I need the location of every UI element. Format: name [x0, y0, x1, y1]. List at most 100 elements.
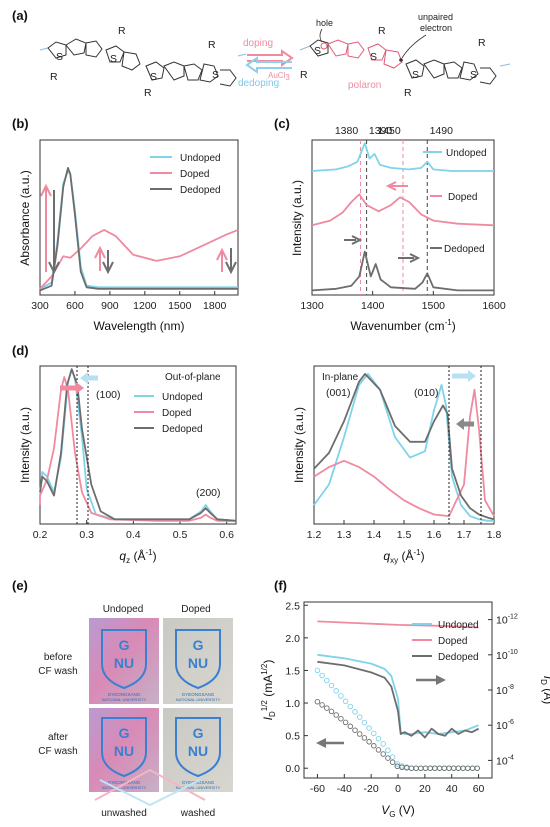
d-right-line-doped [313, 388, 495, 517]
shift-arrows-c [344, 181, 421, 263]
x-ticks-d-left: 0.2 0.3 0.4 0.5 0.6 [33, 520, 234, 541]
f-point-dedoped [371, 743, 377, 749]
x-axis-label-b: Wavelength (nm) [94, 319, 185, 333]
axis-labels-b: Wavelength (nm) Absorbance (a.u.) [18, 170, 184, 333]
logo-4-nu: NU [188, 743, 208, 759]
panel-b-label: (b) [12, 116, 29, 131]
d-left-xtick-label: 0.3 [79, 529, 94, 541]
axis-labels-c: Wavenumber (cm-1) Intensity (a.u.) [290, 180, 456, 333]
f-point-undoped [324, 677, 330, 684]
b-line-doped [39, 228, 239, 290]
c-line-undoped [311, 142, 494, 172]
atom-s-4: S [212, 69, 219, 81]
atom-r-3: R [144, 87, 152, 99]
polaron-label: polaron [348, 80, 381, 91]
f-point-undoped [394, 761, 401, 767]
legend-label-undoped-f: Undoped [438, 620, 479, 631]
f-point-dedoped [380, 751, 386, 757]
f-point-undoped [385, 747, 391, 754]
d-right-line-dedoped [313, 372, 495, 521]
f-ytick-label: 2.5 [285, 600, 300, 612]
f-point-dedoped [375, 747, 382, 753]
f-ytick-label: 1.5 [285, 665, 300, 677]
legend-label-undoped-c: Undoped [446, 148, 487, 159]
university-logo-1: G NU GYEONGSANG NATIONAL UNIVERSITY [101, 629, 147, 702]
d-left-xtick-label: 0.2 [33, 529, 48, 541]
b-xtick-label: 300 [31, 300, 49, 312]
f-ytick-label: 2.0 [285, 633, 300, 645]
d-right-xtick-label: 1.2 [307, 529, 322, 541]
d-left-line-dedoped [39, 368, 237, 522]
f-point-undoped [375, 735, 382, 742]
f-point-undoped [380, 741, 386, 747]
f-point-dedoped [366, 739, 372, 745]
f-xtick-label: -20 [364, 783, 379, 795]
arrow-b-5-head [216, 247, 228, 261]
d-right-xtick-label: 1.6 [427, 529, 442, 541]
series-d-right [313, 372, 495, 522]
atom-r-8: R [478, 37, 486, 49]
legend-label-doped-c: Doped [448, 192, 477, 203]
wash-outline-pink [94, 768, 206, 801]
f-point-dedoped [474, 765, 480, 771]
legend-label-doped-f: Doped [438, 636, 467, 647]
legend-label-dedoped-b: Dedoped [180, 185, 221, 196]
y-axis-label-d-right: Intensity (a.u.) [292, 407, 306, 483]
peak-label-1380: 1380 [335, 125, 359, 137]
bottom-label-washed: washed [180, 808, 215, 819]
atom-r-6: R [378, 25, 386, 37]
f-xtick-label: -60 [310, 783, 325, 795]
f-ytick-label: 1.0 [285, 698, 300, 710]
f-point-undoped [319, 672, 325, 679]
d-right-xtick-label: 1.7 [457, 529, 472, 541]
f-point-dedoped [450, 765, 457, 771]
f-point-undoped [338, 693, 344, 699]
d-left-xtick-label: 0.5 [173, 529, 188, 541]
b-xtick-label: 1200 [133, 300, 157, 312]
b-xtick-label: 1800 [203, 300, 227, 312]
x-ticks-b: 300 600 900 1200 1500 1800 [31, 291, 227, 312]
wash-outline-blue [99, 779, 201, 807]
y-axis-label-d-left: Intensity (a.u.) [18, 407, 32, 483]
university-logo-3: G NU GYEONGSANG NATIONAL UNIVERSITY [101, 717, 147, 790]
arrow-d-left-blue-head [80, 372, 88, 384]
hole-arrow [319, 28, 323, 43]
panel-e: (e) Undoped Doped before CF wash after C… [12, 578, 233, 819]
logo-2-nu: NU [188, 655, 208, 671]
arrow-b-2-head [48, 261, 60, 275]
atom-r-4: R [208, 39, 216, 51]
peak-label-1490: 1490 [430, 125, 454, 137]
legend-label-dedoped-f: Dedoped [438, 652, 479, 663]
f-point-dedoped [408, 765, 415, 771]
series-f [314, 620, 480, 771]
panel-f: (f) -60 -40 -20 0 20 40 60 0.0 0.5 1.0 1.5 2.0 2.5 10… [260, 578, 550, 819]
peak-label-200: (200) [196, 487, 221, 499]
f-point-dedoped [314, 698, 321, 705]
f-point-undoped [389, 754, 396, 760]
f-point-dedoped [389, 759, 396, 765]
sample-undoped-after [89, 708, 159, 792]
row2-label-line2: CF wash [38, 746, 77, 757]
panel-b: (b) 300 600 900 1200 1500 1800 Wavelength (nm… [12, 116, 239, 333]
f-point-dedoped [352, 727, 358, 733]
series-d-left [39, 368, 237, 522]
y-axis-label-b: Absorbance (a.u.) [18, 170, 32, 265]
unpaired-label-2: electron [420, 23, 452, 33]
f-point-dedoped [422, 765, 429, 771]
unpaired-electron-dot [399, 58, 403, 62]
atom-r-5: R [300, 69, 308, 81]
col-label-doped: Doped [181, 604, 210, 615]
polymer-doped-labels: S R R S S R R S [300, 25, 486, 99]
f-point-dedoped [460, 765, 466, 771]
c-xtick-label: 1400 [361, 300, 385, 312]
dedoping-arrow [245, 56, 292, 74]
f-point-dedoped [413, 765, 419, 771]
f-point-dedoped [356, 731, 363, 737]
c-xtick-label: 1600 [482, 300, 506, 312]
d-right-xtick-label: 1.5 [397, 529, 412, 541]
f-ytick-label: 0.5 [285, 731, 300, 743]
x-ticks-c: 1300 1400 1500 1600 [300, 291, 506, 312]
f-xtick-label: -40 [337, 783, 352, 795]
f-point-undoped [333, 688, 339, 694]
